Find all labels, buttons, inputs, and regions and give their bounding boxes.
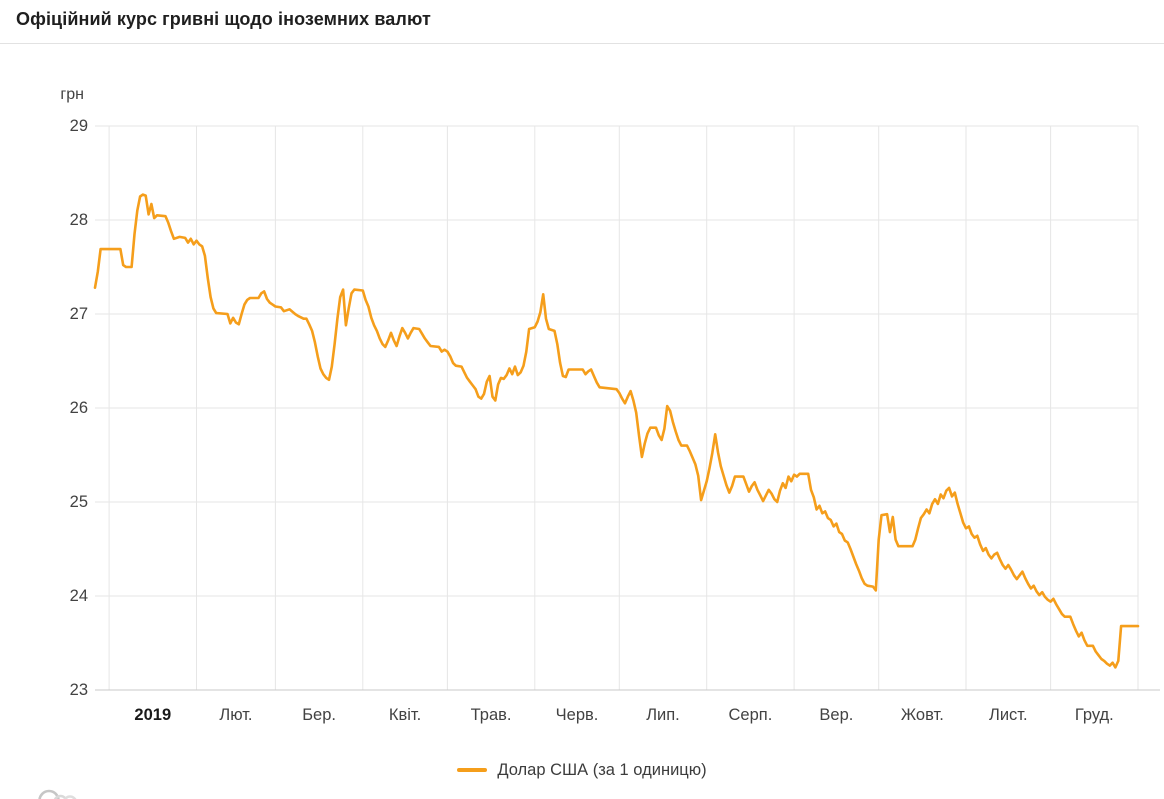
x-tick-label: Лист. <box>989 706 1028 724</box>
x-tick-label-year: 2019 <box>134 706 172 724</box>
y-axis-unit-label: грн <box>60 86 84 103</box>
x-tick-label: Трав. <box>470 706 512 724</box>
watermark-logo <box>38 789 60 799</box>
x-tick-label: Лют. <box>219 706 253 724</box>
legend-line-swatch <box>457 768 488 772</box>
y-tick-label: 23 <box>69 681 88 699</box>
x-tick-label: Вер. <box>819 706 854 724</box>
x-tick-label: Лип. <box>646 706 680 724</box>
page-title: Офіційний курс гривні щодо іноземних вал… <box>16 9 431 29</box>
x-tick-label: Квіт. <box>388 706 422 724</box>
y-tick-label: 28 <box>69 211 88 229</box>
y-tick-label: 26 <box>69 399 88 417</box>
y-tick-label: 27 <box>69 305 88 323</box>
watermark-logo <box>63 795 77 799</box>
x-tick-label: Жовт. <box>900 706 944 724</box>
x-tick-label: Черв. <box>555 706 599 724</box>
x-tick-label: Серп. <box>728 706 773 724</box>
legend-label: Долар США (за 1 одиницю) <box>497 761 707 779</box>
header-bar: Офіційний курс гривні щодо іноземних вал… <box>0 0 1164 44</box>
y-tick-label: 24 <box>69 587 88 605</box>
usd-rate-line[interactable] <box>93 193 1140 669</box>
y-tick-label: 29 <box>69 117 88 135</box>
x-tick-label: Бер. <box>302 706 336 724</box>
y-tick-label: 25 <box>69 493 88 511</box>
x-tick-label: Груд. <box>1074 706 1114 724</box>
legend: Долар США (за 1 одиницю) <box>0 759 1164 781</box>
watermark-logo <box>53 794 68 799</box>
